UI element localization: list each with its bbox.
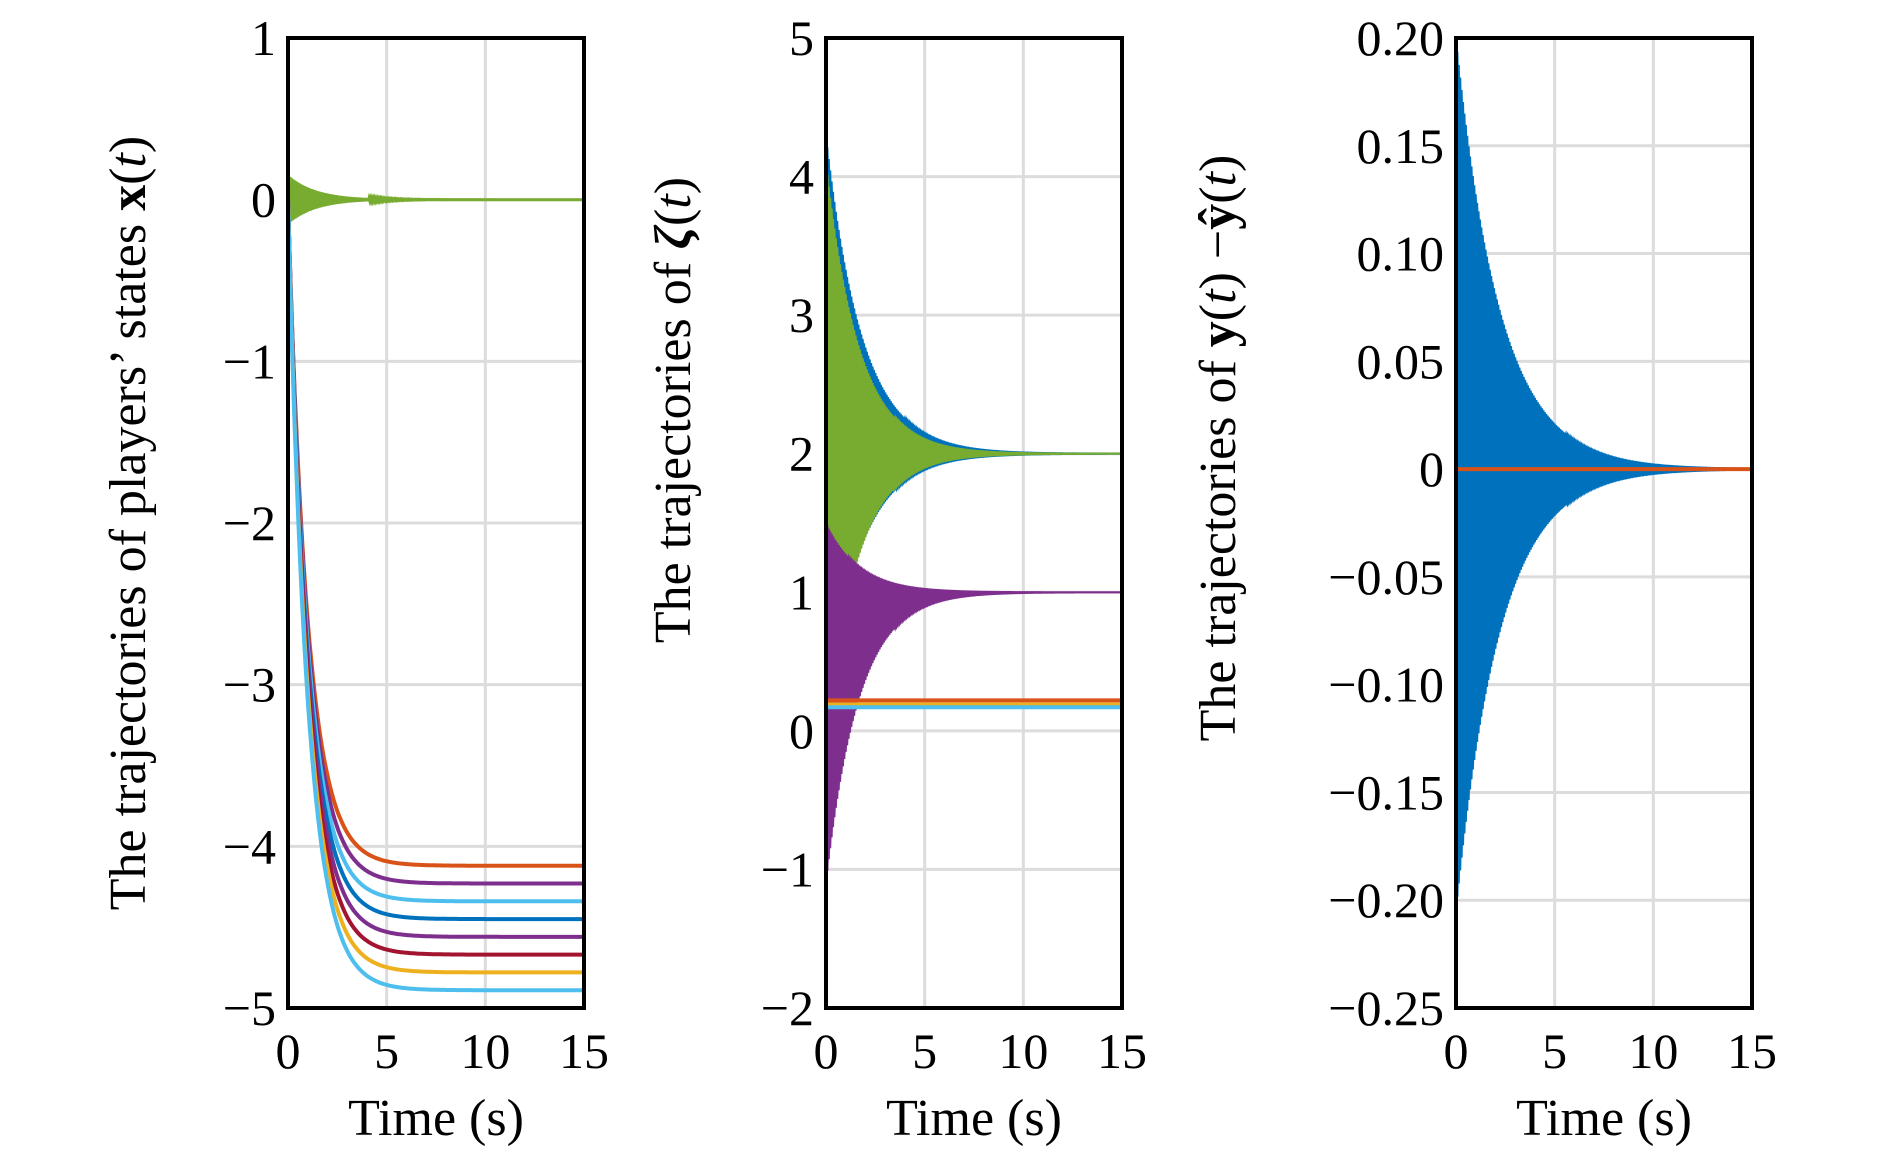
series-line-1 <box>288 175 584 224</box>
y-tick-label: −4 <box>223 818 276 874</box>
x-tick-label: 5 <box>912 1023 937 1079</box>
plot-area <box>1456 38 1752 912</box>
plot-frame <box>824 36 1124 1010</box>
series-line-8 <box>288 199 584 975</box>
x-tick-label: 15 <box>559 1023 609 1079</box>
y-tick-label: 0.10 <box>1357 226 1445 282</box>
x-tick-label: 5 <box>1542 1023 1567 1079</box>
y-axis-label: The trajectories of ζ(t) <box>645 177 702 643</box>
x-tick-label: 10 <box>1628 1023 1678 1079</box>
plot-area <box>826 134 1122 884</box>
y-tick-label: −1 <box>223 333 276 389</box>
y-tick-label: −1 <box>761 841 814 897</box>
y-tick-label: −2 <box>761 980 814 1036</box>
y-tick-label: 0 <box>251 172 276 228</box>
y-tick-label: 3 <box>789 287 814 343</box>
series-line-4 <box>288 199 584 904</box>
y-axis-label: The trajectories of y(t) −ŷ(t) <box>1190 155 1247 742</box>
y-tick-label: 0 <box>1419 441 1444 497</box>
x-tick-label: 15 <box>1727 1023 1777 1079</box>
y-tick-label: −0.10 <box>1328 657 1444 713</box>
y-tick-label: 0.15 <box>1357 118 1445 174</box>
y-tick-label: 4 <box>789 149 814 205</box>
y-tick-label: −0.15 <box>1328 764 1444 820</box>
y-tick-label: 2 <box>789 426 814 482</box>
series-line-3 <box>288 199 584 886</box>
series-band-1 <box>1456 38 1752 912</box>
y-tick-label: −3 <box>223 657 276 713</box>
y-tick-label: 1 <box>251 10 276 66</box>
y-tick-label: −0.20 <box>1328 872 1444 928</box>
y-tick-label: −5 <box>223 980 276 1036</box>
y-tick-label: −2 <box>223 495 276 551</box>
x-axis-label: Time (s) <box>1516 1090 1692 1147</box>
series-line-5 <box>288 199 584 922</box>
x-tick-label: 0 <box>276 1023 301 1079</box>
plot-frame <box>286 36 586 1010</box>
series-line-7 <box>288 199 584 957</box>
x-tick-label: 10 <box>460 1023 510 1079</box>
series-line-9 <box>288 199 584 993</box>
series-line-6 <box>288 199 584 939</box>
y-axis-label: The trajectories of players’ states x(t) <box>100 136 157 910</box>
y-tick-label: −0.25 <box>1328 980 1444 1036</box>
plot-area <box>288 175 584 993</box>
x-axis-label: Time (s) <box>348 1090 524 1147</box>
series-line-2 <box>288 199 584 868</box>
y-tick-label: 0.20 <box>1357 10 1445 66</box>
x-tick-label: 5 <box>374 1023 399 1079</box>
series-band-2 <box>826 162 1122 731</box>
x-tick-label: 15 <box>1097 1023 1147 1079</box>
x-axis-label: Time (s) <box>886 1090 1062 1147</box>
y-tick-label: −0.05 <box>1328 549 1444 605</box>
x-tick-label: 10 <box>998 1023 1048 1079</box>
y-tick-label: 1 <box>789 564 814 620</box>
y-tick-label: 0 <box>789 703 814 759</box>
x-tick-label: 0 <box>1444 1023 1469 1079</box>
chart-panel-3: 0.20 0.15 0.10 0.05 0 −0.05 −0.10 −0.15 −0.20 −0.… <box>1190 10 1777 1147</box>
x-tick-label: 0 <box>814 1023 839 1079</box>
y-tick-label: 0.05 <box>1357 333 1445 389</box>
plot-frame <box>1454 36 1754 1010</box>
series-band-3 <box>826 522 1122 884</box>
y-tick-label: 5 <box>789 10 814 66</box>
